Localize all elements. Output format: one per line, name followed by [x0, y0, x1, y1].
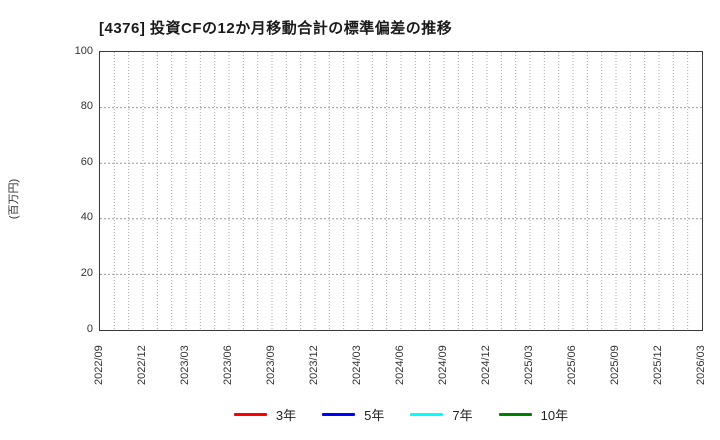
legend-label: 7年 — [452, 407, 473, 423]
x-tick-label: 2024/09 — [436, 345, 449, 385]
legend-line-swatch — [498, 412, 532, 416]
x-tick-label: 2023/06 — [221, 345, 234, 385]
x-tick-label: 2022/12 — [135, 345, 148, 385]
y-tick-label: 20 — [80, 266, 93, 279]
y-tick-label: 80 — [80, 100, 93, 113]
y-tick-label: 0 — [86, 322, 93, 335]
legend-label: 3年 — [275, 407, 297, 423]
x-tick-label: 2026/03 — [694, 345, 707, 385]
legend-item: 5年 — [322, 405, 384, 424]
grid-and-series-layer — [100, 52, 702, 330]
legend-item: 7年 — [410, 405, 473, 424]
y-axis-unit-label: (百万円) — [8, 178, 20, 220]
chart-title: [4376] 投資CFの12か月移動合計の標準偏差の推移 — [99, 20, 453, 37]
x-tick-label: 2025/03 — [522, 345, 535, 385]
legend-line-swatch — [233, 412, 267, 416]
legend-item: 10年 — [498, 405, 569, 424]
legend-item: 3年 — [233, 405, 297, 424]
y-tick-label: 100 — [74, 44, 93, 57]
x-tick-label: 2024/12 — [479, 345, 492, 385]
x-tick-label: 2022/09 — [92, 345, 105, 385]
x-tick-label: 2025/12 — [651, 345, 664, 385]
x-tick-label: 2023/03 — [178, 345, 191, 385]
legend-line-swatch — [322, 412, 356, 416]
x-tick-label: 2025/06 — [565, 345, 578, 385]
legend-label: 10年 — [540, 407, 569, 423]
plot-area — [99, 51, 703, 331]
x-tick-label: 2024/06 — [393, 345, 406, 385]
x-tick-label: 2025/09 — [608, 345, 621, 385]
x-tick-label: 2023/09 — [264, 345, 277, 385]
legend-label: 5年 — [364, 407, 385, 423]
x-tick-label: 2023/12 — [307, 345, 320, 385]
y-tick-label: 60 — [80, 155, 93, 168]
legend: 3年 5年 7年 10年 — [100, 403, 702, 425]
legend-line-swatch — [410, 412, 444, 416]
y-tick-label: 40 — [80, 211, 93, 224]
x-tick-label: 2024/03 — [350, 345, 363, 385]
